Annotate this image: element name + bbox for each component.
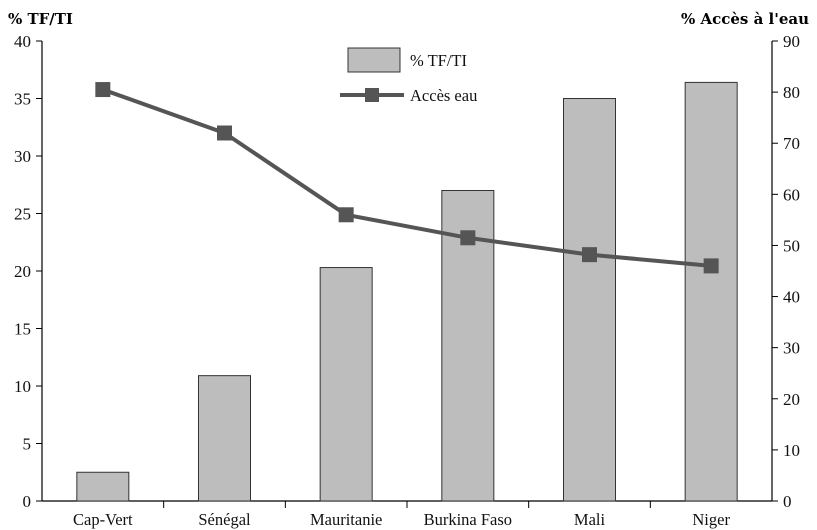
category-label: Sénégal: [198, 510, 251, 529]
category-label: Mauritanie: [310, 510, 382, 529]
left-tick-label: 5: [23, 435, 32, 454]
legend: % TF/TI Accès eau: [340, 47, 477, 105]
line-point: [217, 125, 232, 141]
category-label: Cap-Vert: [73, 510, 133, 529]
legend-bar-swatch: [347, 47, 401, 73]
line-series: [95, 82, 719, 274]
left-tick-label: 40: [14, 32, 31, 51]
category-label: Mali: [574, 510, 606, 529]
left-tick-label: 15: [14, 320, 31, 339]
line-point: [95, 82, 111, 98]
legend-line-marker: [365, 88, 379, 102]
right-tick-label: 80: [783, 83, 800, 102]
left-tick-label: 35: [14, 90, 31, 109]
line-point: [338, 207, 354, 223]
line-point: [582, 247, 597, 263]
right-tick-label: 0: [783, 492, 792, 511]
legend-bar-label: % TF/TI: [410, 51, 467, 70]
axes: [41, 41, 773, 508]
left-tick-label: 25: [14, 205, 31, 224]
right-tick-label: 20: [783, 390, 800, 409]
left-tick-label: 30: [14, 147, 31, 166]
line-point: [460, 230, 476, 246]
legend-line-label: Accès eau: [410, 86, 477, 105]
bar: [198, 375, 251, 502]
right-tick-label: 60: [783, 185, 800, 204]
right-tick-label: 10: [783, 441, 800, 460]
right-axis-title: % Accès à l'eau: [681, 10, 809, 28]
category-label: Burkina Faso: [424, 510, 512, 529]
right-tick-label: 40: [783, 288, 800, 307]
right-tick-label: 90: [783, 32, 800, 51]
bar: [76, 471, 130, 502]
left-axis-title: % TF/TI: [8, 10, 73, 28]
series-line: [102, 87, 712, 268]
bar-series: [76, 81, 738, 502]
bar: [684, 81, 738, 502]
bar: [563, 98, 616, 502]
right-tick-label: 70: [783, 134, 800, 153]
category-label: Niger: [692, 510, 730, 529]
right-tick-label: 30: [783, 339, 800, 358]
line-point: [703, 258, 719, 274]
right-tick-label: 50: [783, 236, 800, 255]
left-axis-ticks: 0 5 10 15 20 25 30 35 40: [14, 32, 42, 511]
left-tick-label: 20: [14, 262, 31, 281]
right-axis-ticks: 0 10 20 30 40 50 60 70 80 90: [772, 32, 800, 511]
category-labels: Cap-Vert Sénégal Mauritanie Burkina Faso Mal…: [73, 510, 730, 529]
left-tick-label: 10: [14, 377, 31, 396]
bar: [319, 267, 373, 502]
left-tick-label: 0: [23, 492, 32, 511]
